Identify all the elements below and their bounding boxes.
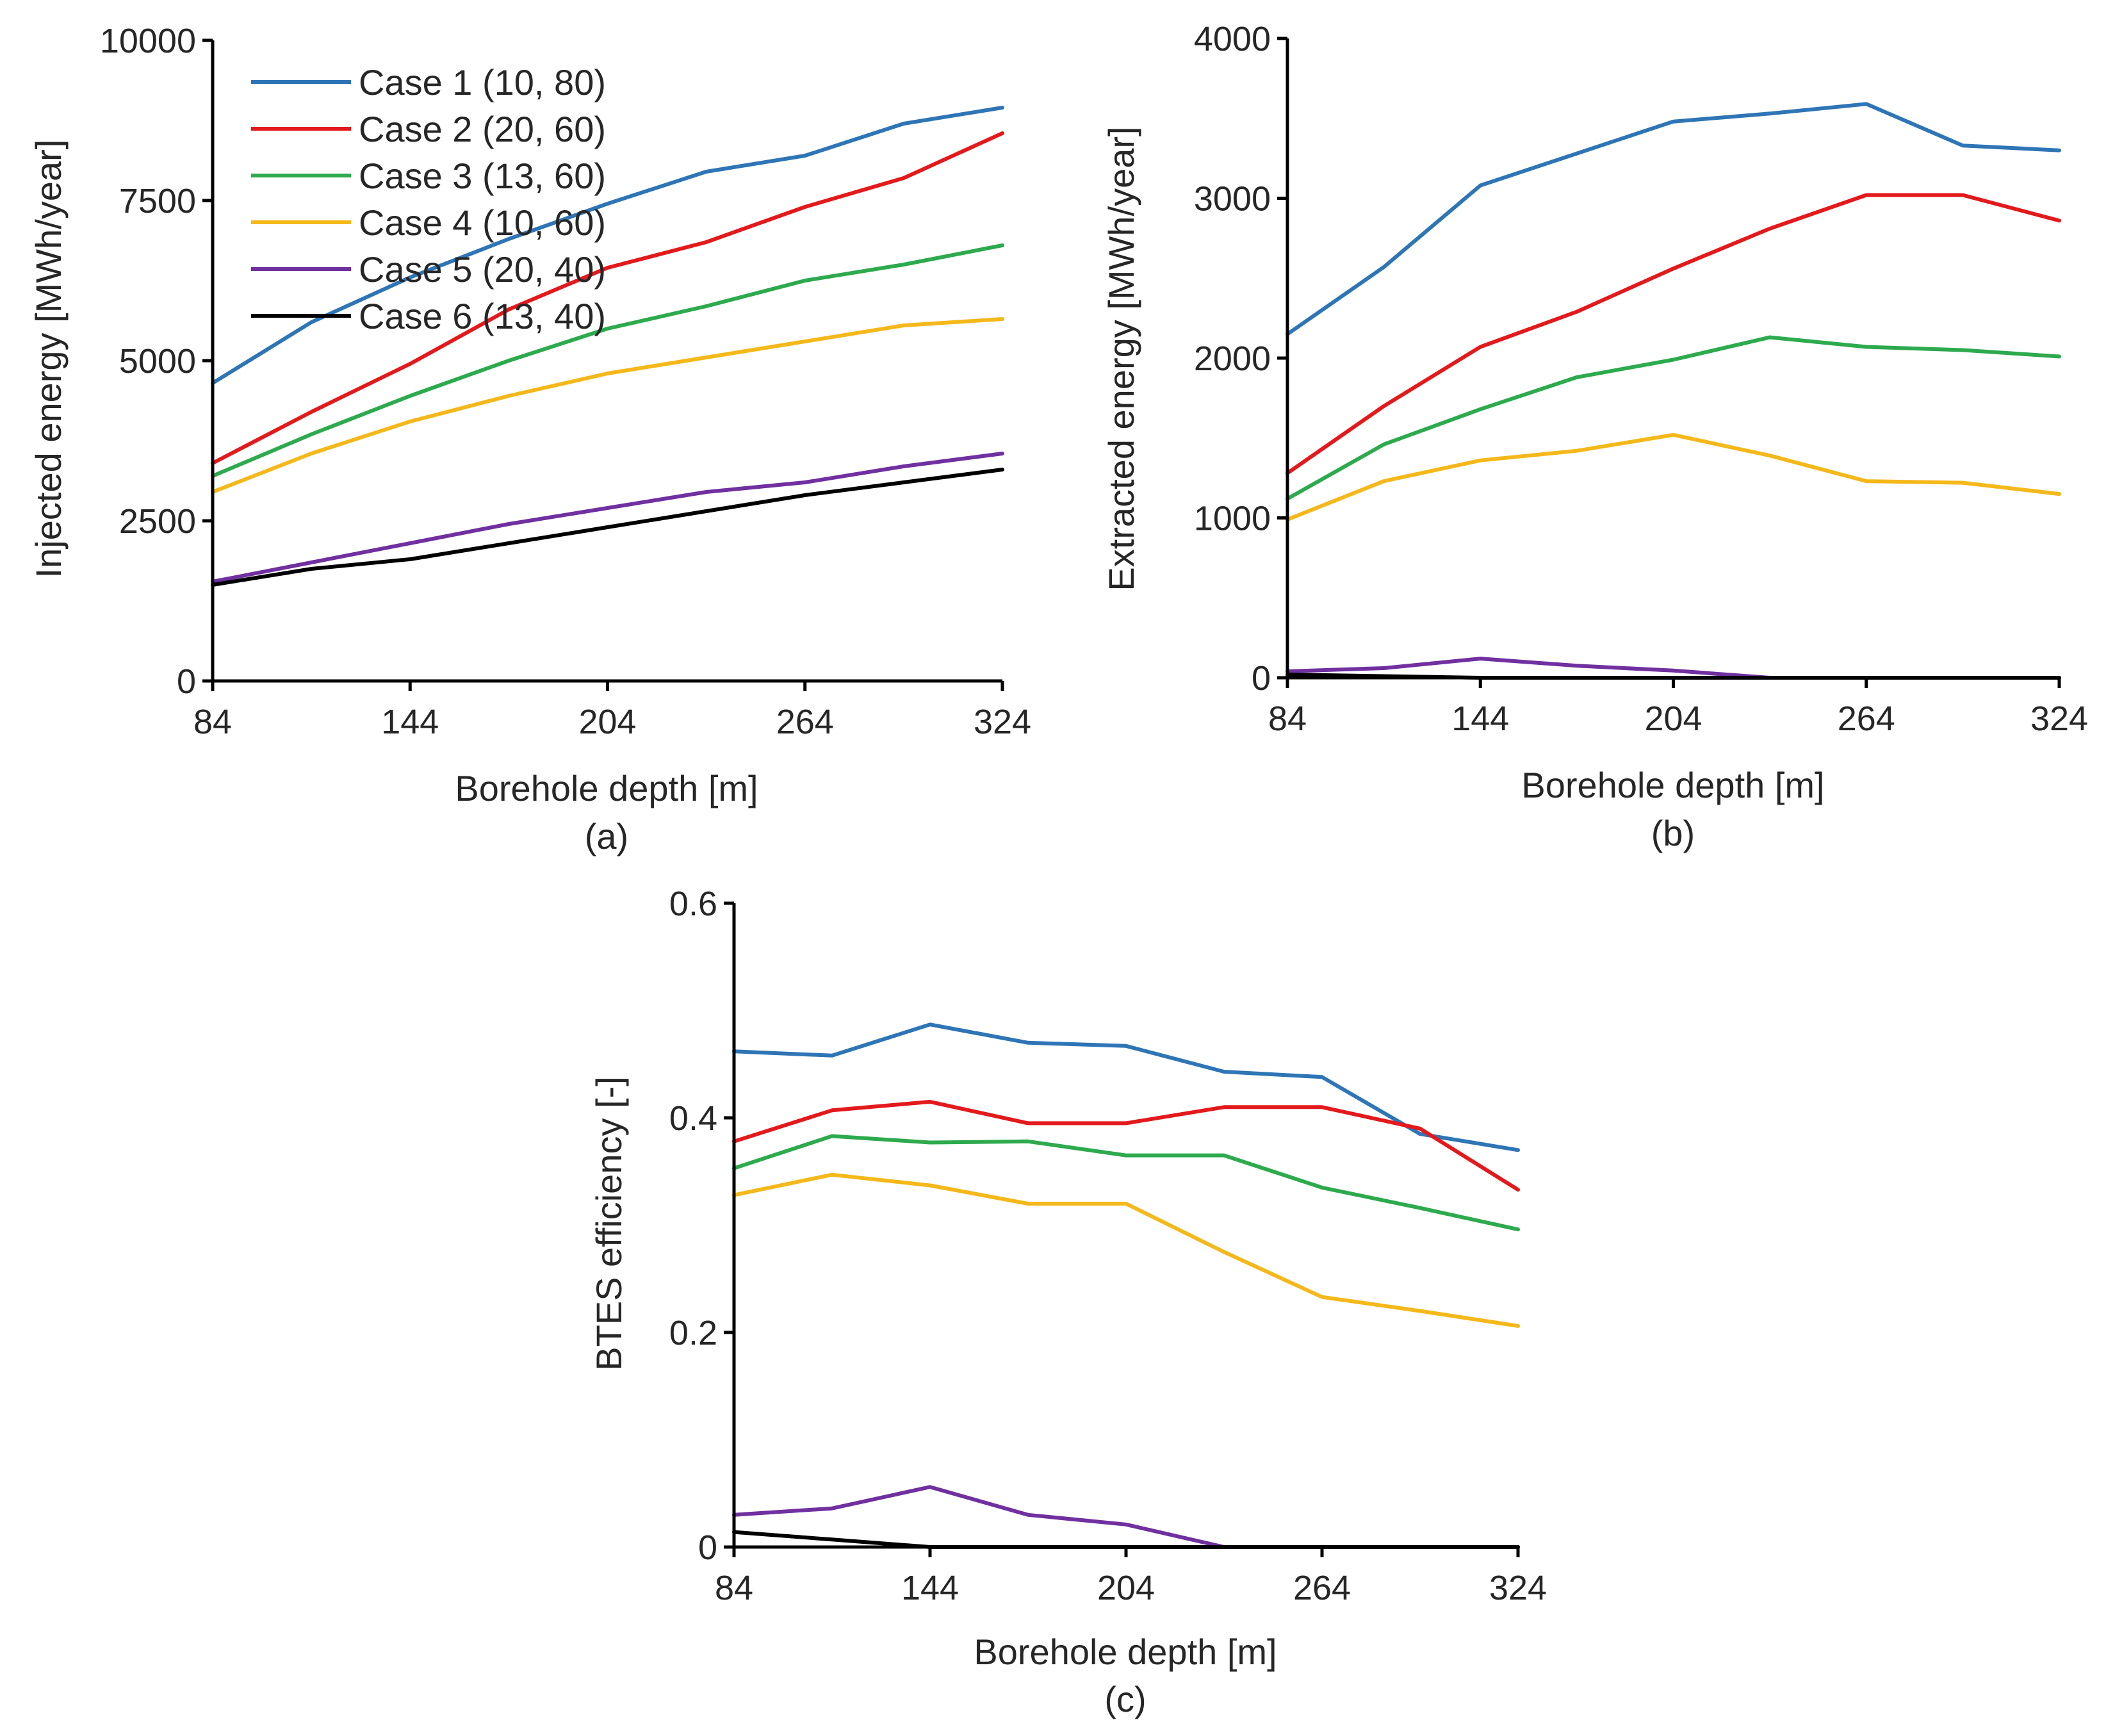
legend-entry-case-5-20-40: Case 5 (20, 40) xyxy=(359,249,606,290)
series-line-case-3-13-60 xyxy=(1286,335,2061,501)
x-tick-label: 144 xyxy=(381,703,439,741)
xlabel: Borehole depth [m] xyxy=(1521,765,1824,805)
chart-extracted-energy: Extracted energy [MWh/year] Borehole dep… xyxy=(1101,20,2088,853)
xlabel: Borehole depth [m] xyxy=(455,768,758,808)
series-line-case-4-10-60 xyxy=(1286,432,2061,521)
y-tick-label: 0.6 xyxy=(669,885,717,923)
panel-caption: (b) xyxy=(1651,813,1695,853)
series-line-case-4-10-60 xyxy=(732,1172,1520,1328)
x-tick-label: 264 xyxy=(1838,700,1895,738)
legend-entry-case-3-13-60: Case 3 (13, 60) xyxy=(359,156,606,196)
ylabel: Injected energy [MWh/year] xyxy=(28,140,69,578)
x-tick-label: 84 xyxy=(715,1569,753,1607)
x-tick-label: 144 xyxy=(1451,700,1509,738)
legend-entry-case-4-10-60: Case 4 (10, 60) xyxy=(359,202,606,243)
x-tick-label: 204 xyxy=(1644,700,1702,738)
series-line-case-1-10-80 xyxy=(1286,102,2061,336)
x-tick-label: 84 xyxy=(1268,700,1307,738)
series-line-case-3-13-60 xyxy=(211,243,1004,478)
series-line-case-3-13-60 xyxy=(732,1134,1520,1232)
y-tick-label: 0 xyxy=(1252,659,1271,698)
legend-entry-case-2-20-60: Case 2 (20, 60) xyxy=(359,109,606,149)
y-tick-label: 1000 xyxy=(1194,500,1271,538)
y-tick-label: 10000 xyxy=(100,22,196,60)
series-line-case-6-13-40 xyxy=(211,468,1004,587)
xlabel: Borehole depth [m] xyxy=(974,1632,1277,1672)
x-tick-label: 204 xyxy=(578,703,636,741)
y-tick-label: 3000 xyxy=(1194,180,1271,218)
y-tick-label: 2000 xyxy=(1194,340,1271,378)
y-tick-label: 2500 xyxy=(119,502,196,541)
series-line-case-2-20-60 xyxy=(1286,193,2061,475)
panel-caption: (c) xyxy=(1104,1679,1146,1719)
y-tick-label: 7500 xyxy=(119,182,196,220)
y-tick-label: 0.2 xyxy=(669,1314,717,1352)
x-tick-label: 204 xyxy=(1097,1569,1155,1607)
x-tick-label: 144 xyxy=(901,1569,959,1607)
x-tick-label: 264 xyxy=(776,703,834,741)
series-line-case-2-20-60 xyxy=(732,1099,1520,1192)
ylabel: Extracted energy [MWh/year] xyxy=(1101,126,1141,591)
y-tick-label: 0 xyxy=(177,662,196,701)
legend: Case 1 (10, 80) Case 2 (20, 60) Case 3 (13… xyxy=(251,62,606,336)
series-line-case-5-20-40 xyxy=(211,452,1004,584)
series-line-case-1-10-80 xyxy=(211,106,1004,385)
x-tick-label: 324 xyxy=(974,703,1031,741)
y-tick-label: 5000 xyxy=(119,342,196,381)
legend-entry-case-6-13-40: Case 6 (13, 40) xyxy=(359,296,606,336)
x-tick-label: 264 xyxy=(1293,1569,1351,1607)
chart-injected-energy: Injected energy [MWh/year] Borehole dept… xyxy=(28,22,1031,856)
y-tick-label: 0 xyxy=(698,1528,717,1567)
y-tick-label: 0.4 xyxy=(669,1099,717,1138)
legend-entry-case-1-10-80: Case 1 (10, 80) xyxy=(359,62,606,102)
x-tick-label: 324 xyxy=(2030,700,2088,738)
series-line-case-4-10-60 xyxy=(211,317,1004,494)
chart-btes-efficiency: BTES efficiency [-] Borehole depth [m] (… xyxy=(589,885,1547,1719)
panel-caption: (a) xyxy=(585,816,628,856)
series-line-case-2-20-60 xyxy=(211,131,1004,465)
x-tick-label: 84 xyxy=(193,703,232,741)
series-line-case-1-10-80 xyxy=(732,1022,1520,1152)
ylabel: BTES efficiency [-] xyxy=(589,1076,629,1371)
x-tick-label: 324 xyxy=(1489,1569,1547,1607)
y-tick-label: 4000 xyxy=(1194,20,1271,58)
